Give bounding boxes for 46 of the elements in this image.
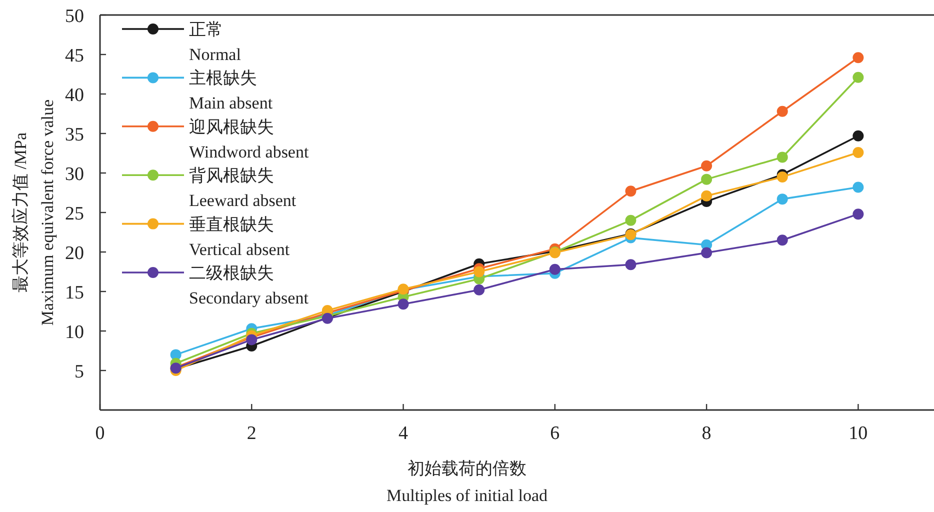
legend-label: 主根缺失 Main absent [189,68,273,113]
point [852,52,864,64]
y-tick-label: 5 [74,362,84,382]
x-tick-label: 2 [246,423,256,444]
point [474,284,485,296]
x-tick-label: 10 [848,423,868,444]
point [701,174,712,185]
point [776,152,788,163]
point [398,298,409,310]
point [701,190,712,202]
point [246,334,258,346]
legend-label: 二级根缺失 Secondary absent [189,264,309,308]
point [776,234,788,246]
y-tick-label: 25 [65,204,84,224]
legend-label: 正常 Normal [189,20,242,64]
y-tick-label: 15 [65,282,84,304]
legend-label: 垂直根缺失 Vertical absent [189,214,290,259]
point [625,214,636,226]
x-tick-label: 8 [702,423,712,444]
y-tick-label: 50 [65,6,84,27]
y-tick-label: 20 [65,243,84,264]
y-tick-label: 10 [65,322,84,343]
point [701,247,712,258]
legend-label: 背风根缺失 Leeward absent [189,166,296,210]
point [776,106,788,117]
y-tick-label: 45 [65,46,84,66]
point [701,160,712,172]
point [625,186,636,197]
point [852,72,864,83]
x-tick-label: 6 [550,423,560,444]
point [852,146,864,158]
x-tick-label: 0 [95,423,105,444]
y-tick-label: 30 [65,164,84,185]
x-tick-label: 4 [398,423,409,444]
x-axis-title: 初始载荷的倍数 Multiples of initial load [386,459,548,505]
point [852,208,864,220]
point [549,264,560,275]
point [852,130,864,142]
point [474,266,485,278]
point [776,194,788,205]
y-tick-label: 35 [65,124,84,146]
legend-label: 迎风根缺失 Windword absent [189,117,309,162]
y-tick-label: 40 [65,85,84,106]
point [852,182,864,193]
point [625,259,636,270]
y-axis-title: 最大等效应力值 /MPa Maximum equivalent force value [11,99,57,326]
